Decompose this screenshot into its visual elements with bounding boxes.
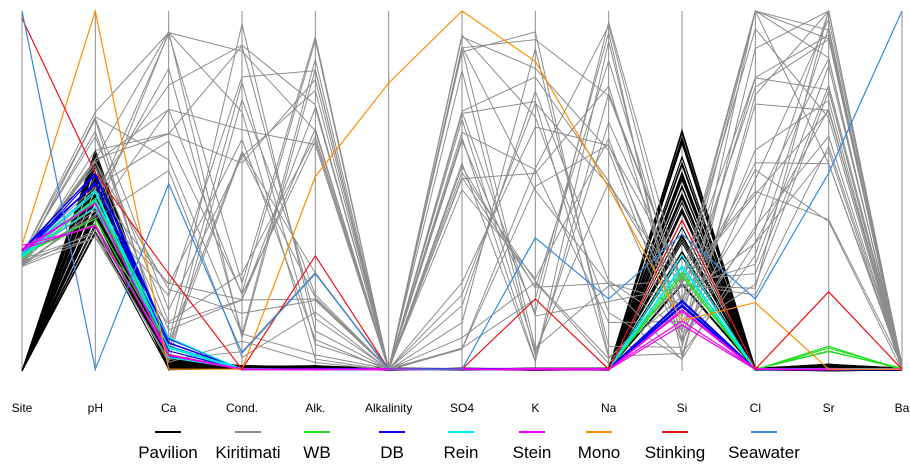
series-line-kiritimati-14 xyxy=(21,9,903,371)
series-lines-layer xyxy=(21,8,903,373)
series-line-kiritimati-27 xyxy=(21,56,903,371)
series-line-kiritimati-25 xyxy=(21,33,903,371)
axis-label-site: Site xyxy=(12,401,33,415)
series-line-kiritimati-9 xyxy=(21,24,903,371)
series-line-kiritimati-18 xyxy=(21,32,903,370)
series-line-seawater-0 xyxy=(21,10,903,372)
axis-label-cl: Cl xyxy=(750,401,761,415)
legend-label-stinking: Stinking xyxy=(645,443,705,462)
axis-label-ba: Ba xyxy=(895,401,910,415)
legend-label-mono: Mono xyxy=(578,443,621,462)
axis-label-ca: Ca xyxy=(161,401,177,415)
series-line-kiritimati-22 xyxy=(21,9,903,370)
axis-labels-layer: Site pH Ca Cond. Alk. Alkalinity SO4 K Na Si Cl Sr B… xyxy=(12,401,910,415)
series-line-kiritimati-15 xyxy=(21,44,903,370)
legend-label-kiritimati: Kiritimati xyxy=(215,443,280,462)
axis-label-sr: Sr xyxy=(823,401,835,415)
series-kiritimati-lines xyxy=(21,9,903,373)
legend-label-db: DB xyxy=(380,443,404,462)
axis-label-alkalinity: Alkalinity xyxy=(365,401,412,415)
legend-label-rein: Rein xyxy=(444,443,479,462)
legend-label-stein: Stein xyxy=(513,443,552,462)
legend-label-pavilion: Pavilion xyxy=(138,443,198,462)
axis-label-k: K xyxy=(531,401,539,415)
axis-label-si: Si xyxy=(677,401,688,415)
series-line-mono-0 xyxy=(21,8,902,370)
series-line-kiritimati-24 xyxy=(21,10,903,371)
axis-label-na: Na xyxy=(601,401,617,415)
series-line-kiritimati-5 xyxy=(21,38,903,371)
series-line-kiritimati-13 xyxy=(21,17,903,373)
series-line-kiritimati-4 xyxy=(21,144,903,370)
legend-label-wb: WB xyxy=(303,443,330,462)
series-mono-lines xyxy=(21,8,902,370)
axis-label-ph: pH xyxy=(88,401,103,415)
series-line-kiritimati-1 xyxy=(21,25,903,371)
legend: Pavilion Kiritimati WB DB Rein Stein Mono Stink… xyxy=(138,431,800,462)
axis-label-alk-: Alk. xyxy=(305,401,325,415)
series-seawater-lines xyxy=(21,10,903,372)
axis-label-cond-: Cond. xyxy=(226,401,258,415)
series-line-kiritimati-12 xyxy=(21,85,903,371)
axis-label-so4: SO4 xyxy=(450,401,474,415)
series-line-kiritimati-8 xyxy=(21,10,903,371)
legend-label-seawater: Seawater xyxy=(728,443,800,462)
